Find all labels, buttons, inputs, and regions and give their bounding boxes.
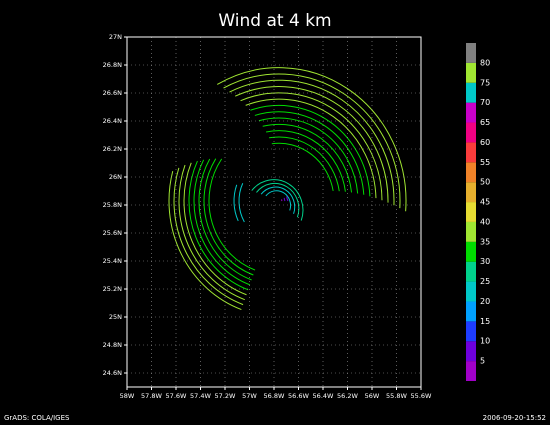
- colorbar-label: 50: [480, 178, 490, 187]
- y-tick-label: 25N: [109, 313, 122, 321]
- x-tick-label: 57.6W: [166, 392, 187, 400]
- colorbar-label: 20: [480, 297, 490, 306]
- x-tick-label: 56.6W: [288, 392, 309, 400]
- colorbar-label: 35: [480, 237, 490, 246]
- chart-title: Wind at 4 km: [218, 11, 331, 31]
- streamline: [208, 158, 256, 271]
- colorbar-box: [466, 82, 476, 103]
- streamline: [269, 136, 340, 192]
- x-tick-label: 56.4W: [313, 392, 334, 400]
- y-tick-label: 26.2N: [103, 145, 122, 153]
- colorbar-label: 55: [480, 158, 490, 167]
- y-tick-label: 25.6N: [103, 229, 122, 237]
- streamline: [256, 182, 300, 218]
- streamline: [266, 130, 346, 192]
- streamline: [250, 104, 371, 197]
- colorbar-box: [466, 62, 476, 83]
- y-tick-label: 24.8N: [103, 341, 122, 349]
- colorbar-box: [466, 162, 476, 183]
- colorbar-label: 45: [480, 198, 490, 207]
- colorbar-label: 75: [480, 78, 490, 87]
- y-tick-label: 26N: [109, 173, 122, 181]
- x-tick-label: 58W: [120, 392, 135, 400]
- streamline: [286, 196, 289, 202]
- x-tick-label: 56.8W: [264, 392, 285, 400]
- streamline: [183, 162, 247, 296]
- colorbar-box: [466, 261, 476, 282]
- streamline: [262, 123, 353, 193]
- streamline: [198, 158, 252, 281]
- streamline: [203, 158, 254, 276]
- colorbar-label: 15: [480, 317, 490, 326]
- streamline: [229, 79, 395, 206]
- y-tick-label: 25.4N: [103, 257, 122, 265]
- colorbar-box: [466, 142, 476, 163]
- streamline: [254, 111, 365, 195]
- colorbar-box: [466, 122, 476, 143]
- colorbar-label: 80: [480, 58, 490, 67]
- streamline: [233, 184, 239, 222]
- x-tick-label: 55.8W: [386, 392, 407, 400]
- y-tick-label: 24.6N: [103, 369, 122, 377]
- streamline: [234, 86, 389, 203]
- y-tick-label: 25.2N: [103, 285, 122, 293]
- streamline: [283, 197, 286, 202]
- colorbar-box: [466, 281, 476, 302]
- colorbar-box: [466, 341, 476, 362]
- footer-right: 2006-09-20-15:52: [483, 414, 546, 422]
- colorbar-label: 70: [480, 98, 490, 107]
- streamline: [240, 92, 383, 201]
- colorbar-box: [466, 221, 476, 242]
- x-tick-label: 57.8W: [141, 392, 162, 400]
- streamline: [251, 179, 304, 221]
- y-tick-label: 27N: [109, 33, 122, 41]
- x-tick-label: 55.6W: [411, 392, 432, 400]
- streamline: [188, 160, 249, 291]
- y-tick-label: 25.8N: [103, 201, 122, 209]
- colorbar-label: 5: [480, 357, 485, 366]
- streamline: [216, 67, 407, 212]
- streamline: [271, 142, 334, 192]
- colorbar-box: [466, 102, 476, 123]
- colorbar-label: 65: [480, 118, 490, 127]
- streamline: [265, 190, 292, 211]
- footer-left: GrADS: COLA/IGES: [4, 414, 70, 422]
- streamline: [168, 170, 242, 311]
- colorbar-box: [466, 301, 476, 322]
- streamline: [258, 117, 359, 194]
- colorbar-label: 60: [480, 138, 490, 147]
- colorbar-box: [466, 43, 476, 63]
- y-tick-label: 26.8N: [103, 61, 122, 69]
- colorbar-box: [466, 361, 476, 381]
- x-tick-label: 57W: [242, 392, 257, 400]
- colorbar-label: 25: [480, 277, 490, 286]
- colorbar-box: [466, 202, 476, 222]
- streamline: [238, 183, 245, 223]
- colorbar-box: [466, 321, 476, 342]
- streamline: [260, 186, 296, 214]
- streamline: [193, 159, 251, 286]
- x-tick-label: 57.2W: [215, 392, 236, 400]
- streamline: [245, 98, 377, 199]
- streamline: [178, 164, 245, 301]
- colorbar-box: [466, 182, 476, 203]
- colorbar-box: [466, 241, 476, 262]
- x-tick-label: 56W: [365, 392, 380, 400]
- x-tick-label: 56.2W: [337, 392, 358, 400]
- plot-frame: [126, 36, 422, 388]
- y-tick-label: 26.6N: [103, 89, 122, 97]
- streamline: [223, 73, 401, 209]
- colorbar-label: 10: [480, 337, 490, 346]
- x-tick-label: 57.4W: [190, 392, 211, 400]
- colorbar-label: 40: [480, 217, 490, 226]
- colorbar-label: 30: [480, 257, 490, 266]
- streamline: [173, 167, 244, 306]
- y-tick-label: 26.4N: [103, 117, 122, 125]
